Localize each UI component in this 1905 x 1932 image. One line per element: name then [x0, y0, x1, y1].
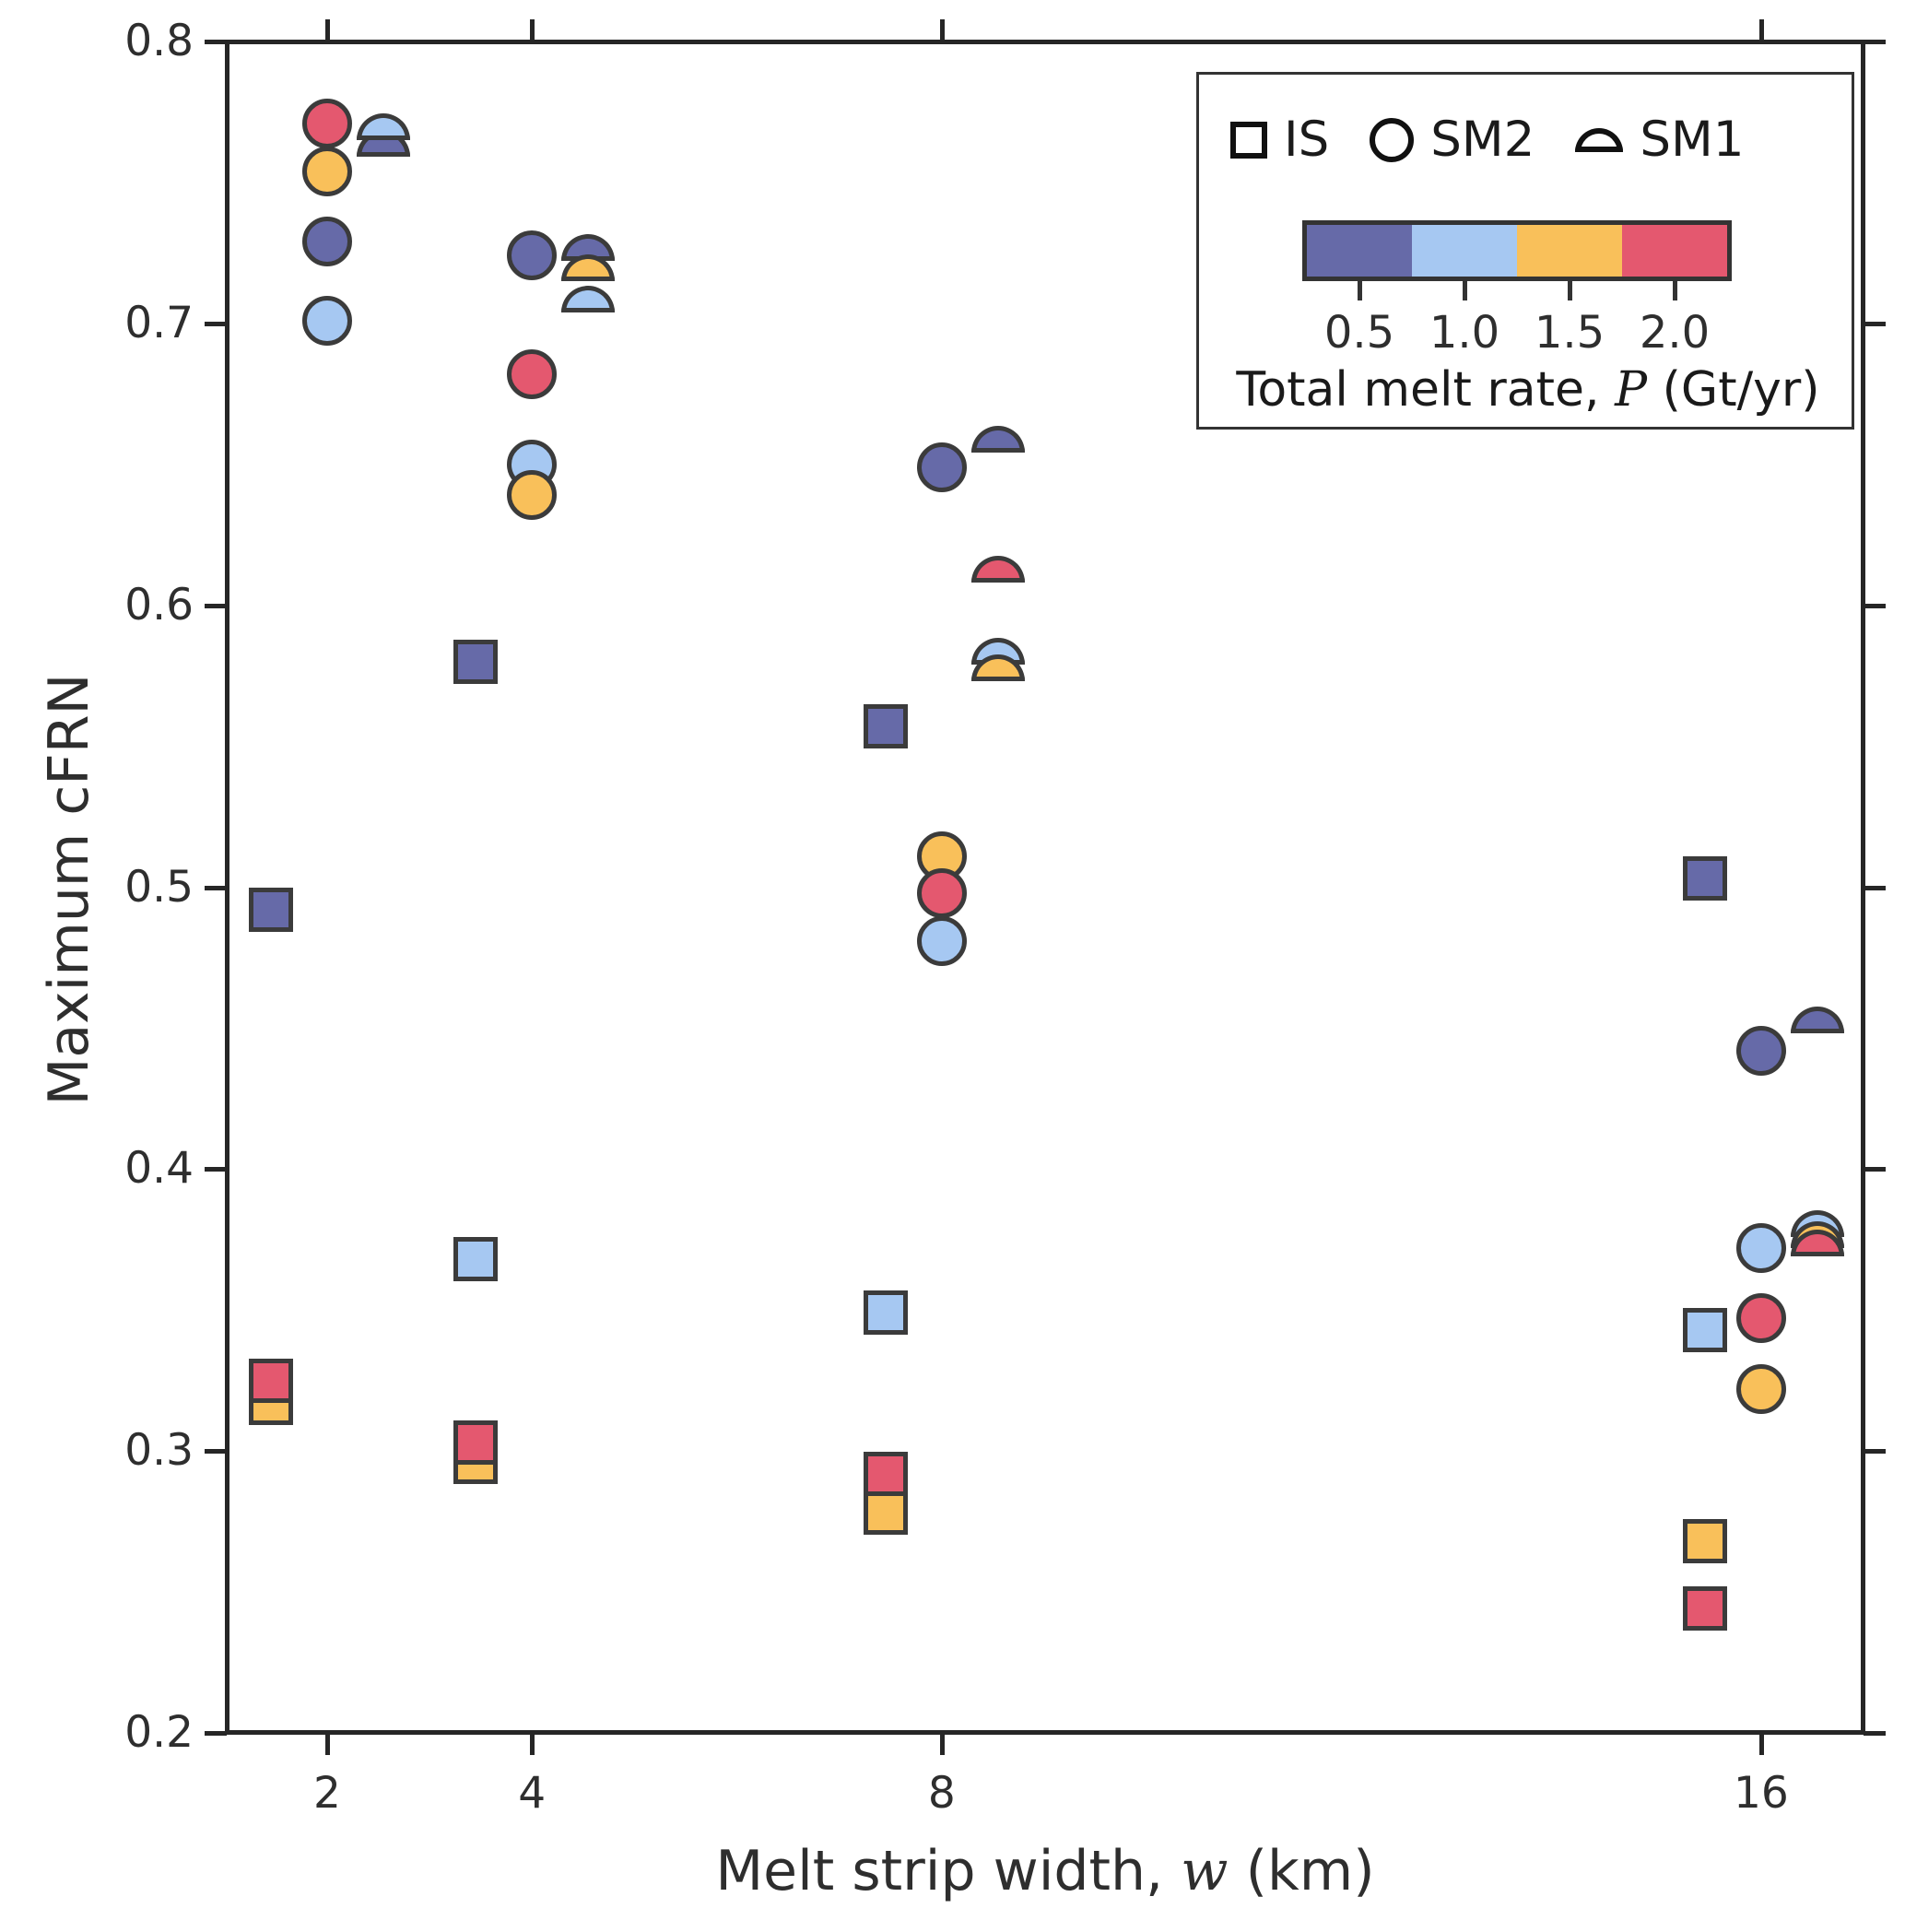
- y-tick-right: [1864, 1449, 1886, 1455]
- y-tick-left: [205, 603, 227, 608]
- x-tick-label: 16: [1734, 1768, 1789, 1819]
- colorbar-label-prefix: Total melt rate,: [1236, 362, 1616, 418]
- marker-SM2-w4-P2: [507, 348, 558, 399]
- marker-IS-w4-P2: [453, 1420, 499, 1465]
- colorbar-label: Total melt rate, P (Gt/yr): [1199, 362, 1857, 418]
- x-tick-label: 4: [518, 1768, 547, 1819]
- x-tick-bottom: [939, 1733, 945, 1755]
- y-tick-right: [1864, 321, 1886, 326]
- marker-IS-w16-P0.5: [1682, 856, 1727, 901]
- half-circle-marker-icon: [1575, 127, 1624, 152]
- y-tick-left: [205, 1449, 227, 1455]
- colorbar-tick-label: 1.0: [1429, 307, 1500, 359]
- x-tick-top: [324, 19, 330, 41]
- y-tick-label: 0.6: [124, 579, 194, 630]
- marker-SM2-w8-P1: [916, 915, 967, 966]
- y-tick-label: 0.8: [124, 16, 194, 66]
- x-tick-top: [1758, 19, 1764, 41]
- square-marker-icon: [1230, 121, 1267, 159]
- y-tick-label: 0.3: [124, 1425, 194, 1477]
- x-tick-label: 8: [927, 1768, 956, 1819]
- colorbar-tick-label: 1.5: [1534, 307, 1605, 359]
- y-tick-left: [205, 40, 227, 44]
- y-tick-right: [1864, 603, 1886, 608]
- melt-rate-colorbar: [1302, 220, 1732, 281]
- colorbar-segment-2.0: [1622, 225, 1727, 277]
- marker-SM2-w2-P1.5: [301, 146, 352, 196]
- colorbar-segment-1.5: [1517, 225, 1622, 277]
- x-tick-bottom: [1758, 1733, 1764, 1755]
- colorbar-tick: [1463, 277, 1467, 300]
- legend-label-sm2: SM2: [1430, 112, 1535, 168]
- y-tick-right: [1864, 885, 1886, 890]
- marker-IS-w16-P1: [1682, 1307, 1727, 1352]
- y-tick-left: [205, 1167, 227, 1172]
- marker-IS-w8-P2: [863, 1451, 908, 1496]
- x-axis-label-suffix: (km): [1228, 1839, 1375, 1903]
- marker-IS-w16-P1.5: [1682, 1519, 1727, 1564]
- marker-IS-w8-P0.5: [863, 704, 908, 749]
- legend-box: IS SM2 SM1 0.5 1.0 1.5 2.0 Total melt rate,…: [1196, 72, 1854, 430]
- x-tick-label: 2: [313, 1768, 341, 1819]
- marker-SM2-w16-P0.5: [1735, 1025, 1786, 1076]
- x-tick-bottom: [530, 1733, 535, 1755]
- legend-label-sm1: SM1: [1640, 112, 1745, 168]
- marker-SM2-w4-P1.5: [507, 470, 558, 521]
- colorbar-tick: [1358, 277, 1362, 300]
- colorbar-tick: [1673, 277, 1677, 300]
- y-tick-right: [1864, 1167, 1886, 1172]
- y-tick-label: 0.4: [124, 1143, 194, 1195]
- colorbar-segment-0.5: [1307, 225, 1412, 277]
- y-tick-left: [205, 321, 227, 326]
- marker-SM2-w8-P0.5: [916, 442, 967, 492]
- circle-marker-icon: [1370, 117, 1415, 162]
- x-tick-top: [939, 19, 945, 41]
- x-tick-top: [530, 19, 535, 41]
- y-tick-label: 0.7: [124, 297, 194, 348]
- marker-SM2-w16-P2: [1735, 1293, 1786, 1344]
- marker-SM2-w2-P2: [301, 98, 352, 148]
- marker-SM2-w4-P0.5: [507, 230, 558, 281]
- x-axis-label: Melt strip width, w (km): [492, 1839, 1598, 1903]
- marker-IS-w8-P1.5: [863, 1490, 908, 1536]
- colorbar-tick: [1568, 277, 1572, 300]
- marker-SM2-w16-P1: [1735, 1222, 1786, 1273]
- y-tick-right: [1864, 40, 1886, 44]
- colorbar-label-variable: P: [1615, 362, 1648, 418]
- y-tick-label: 0.2: [124, 1707, 194, 1758]
- y-axis-label: Maximum cFRN: [37, 673, 101, 1106]
- x-axis-label-variable: w: [1181, 1839, 1229, 1903]
- marker-IS-w16-P2: [1682, 1586, 1727, 1632]
- y-tick-right: [1864, 1731, 1886, 1736]
- colorbar-segment-1.0: [1412, 225, 1517, 277]
- legend-label-is: IS: [1284, 112, 1330, 168]
- marker-SM2-w8-P2: [916, 867, 967, 918]
- marker-SM2-w2-P0.5: [301, 217, 352, 267]
- marker-IS-w8-P1: [863, 1290, 908, 1336]
- colorbar-label-suffix: (Gt/yr): [1647, 362, 1820, 418]
- legend-marker-row: IS SM2 SM1: [1230, 112, 1829, 168]
- y-tick-left: [205, 1731, 227, 1736]
- marker-SM2-w2-P1: [301, 295, 352, 346]
- marker-SM2-w16-P1.5: [1735, 1363, 1786, 1414]
- marker-IS-w2-P2: [248, 1358, 293, 1403]
- marker-IS-w4-P0.5: [453, 639, 499, 684]
- marker-SM2-w8-P1.5: [916, 831, 967, 881]
- y-tick-label: 0.5: [124, 861, 194, 913]
- marker-IS-w2-P0.5: [248, 887, 293, 932]
- colorbar-tick-label: 0.5: [1323, 307, 1395, 359]
- x-tick-bottom: [324, 1733, 330, 1755]
- colorbar-tick-label: 2.0: [1639, 307, 1711, 359]
- x-axis-label-prefix: Melt strip width,: [715, 1839, 1182, 1903]
- y-tick-left: [205, 885, 227, 890]
- marker-IS-w4-P1: [453, 1237, 499, 1282]
